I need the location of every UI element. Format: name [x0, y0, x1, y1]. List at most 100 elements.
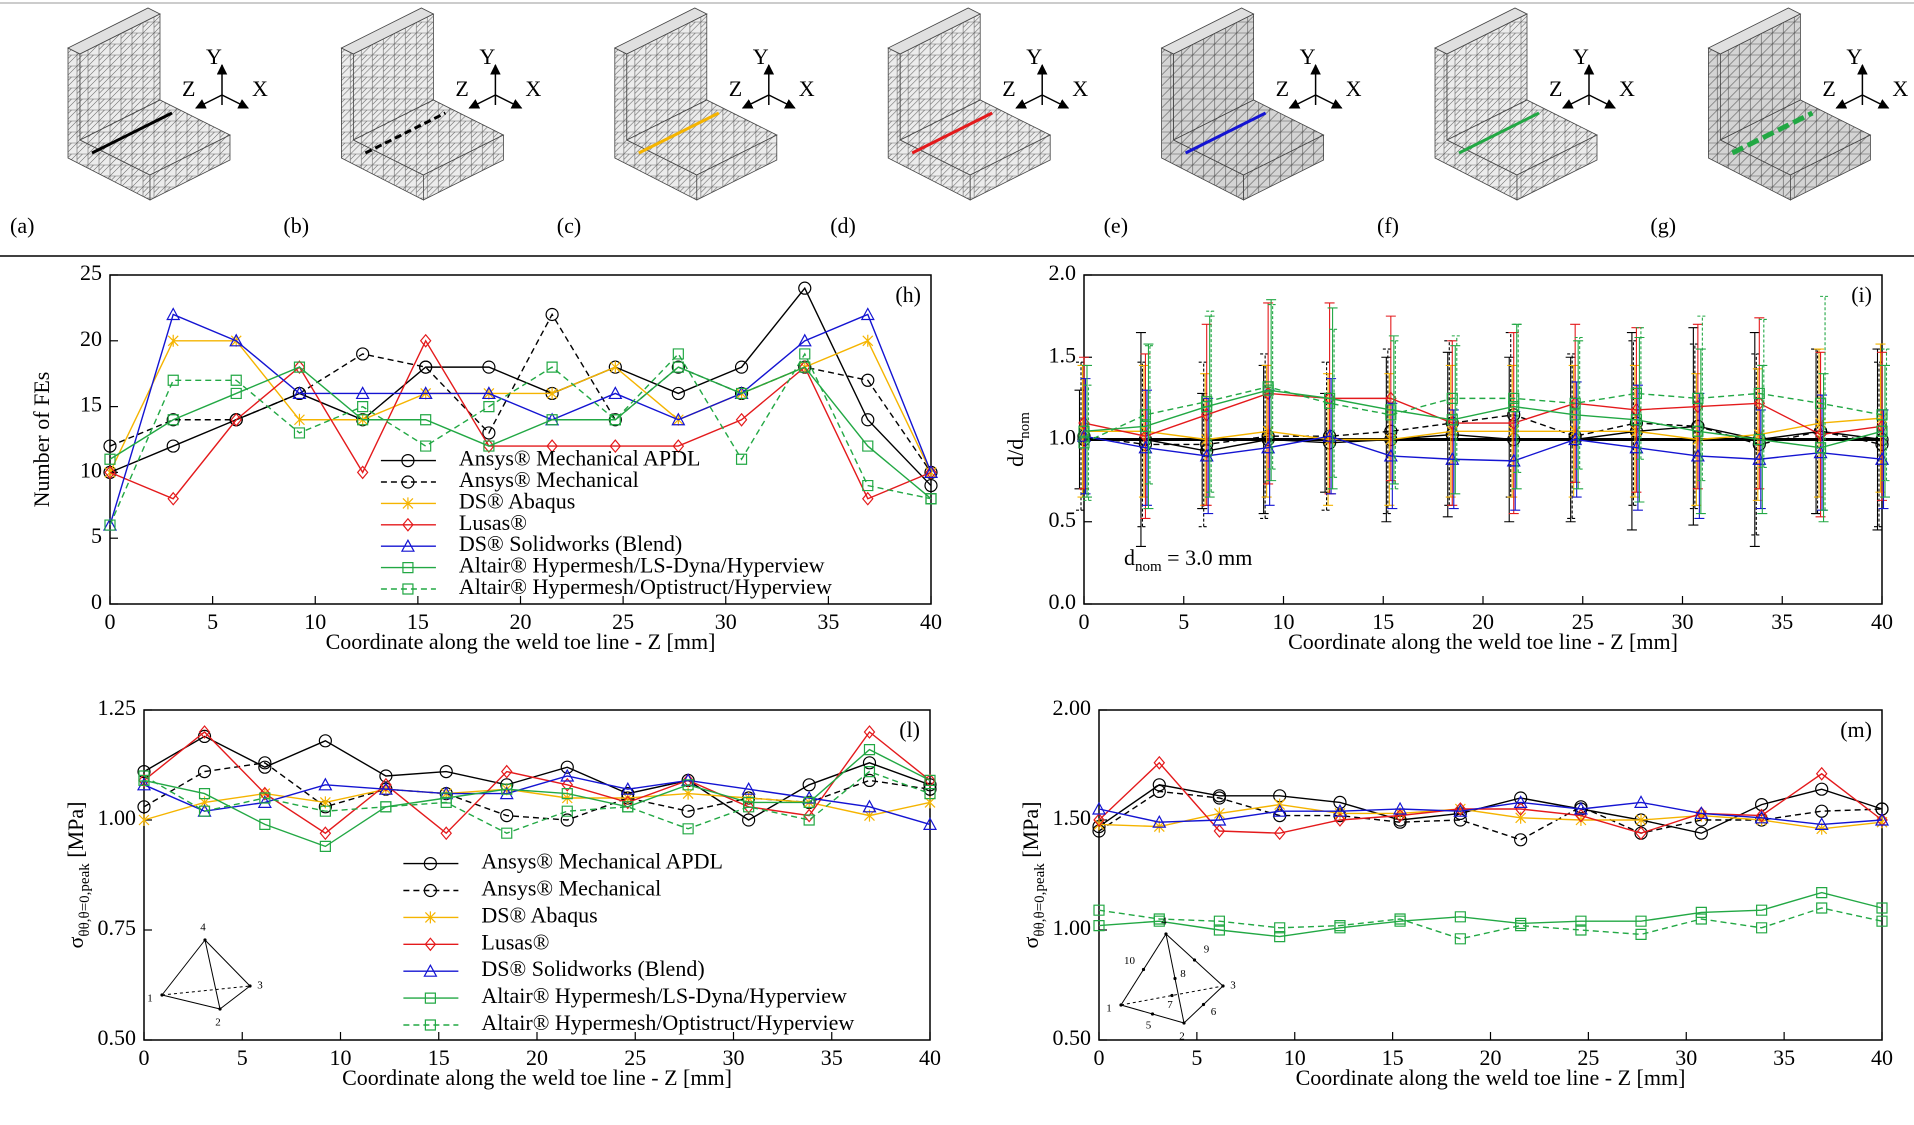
marker — [735, 387, 748, 400]
axis-arrow — [1562, 94, 1590, 109]
axis-arrow — [495, 94, 523, 109]
x-tick-label: 15 — [428, 1045, 450, 1070]
marker — [672, 361, 684, 373]
marker — [1694, 806, 1709, 820]
axis-arrow — [741, 94, 770, 109]
marker — [198, 787, 211, 800]
marker — [292, 386, 307, 400]
marker — [357, 401, 369, 413]
marker — [924, 774, 936, 787]
marker — [546, 439, 558, 454]
axis-arrow — [1862, 94, 1890, 109]
legend-label: Altair® Hypermesh/Optistruct/Hyperview — [481, 1010, 854, 1035]
marker — [420, 414, 432, 426]
inset-label: 10 — [1124, 955, 1136, 967]
marker — [1446, 392, 1458, 404]
series-line — [143, 770, 931, 834]
marker — [138, 814, 150, 826]
marker — [1453, 803, 1468, 817]
marker — [798, 281, 812, 295]
marker — [482, 360, 496, 374]
series-line — [1083, 386, 1883, 444]
marker — [923, 778, 937, 792]
marker — [1876, 425, 1888, 437]
marker — [1212, 791, 1226, 805]
marker — [862, 773, 877, 787]
inset-label: 1 — [147, 993, 153, 1005]
marker — [1507, 408, 1521, 422]
mesh-panel: (b) YZ X — [283, 7, 541, 238]
marker — [1630, 387, 1643, 400]
axis-label: Z — [1822, 76, 1835, 101]
mesh-panel: (g) YZ X — [1650, 7, 1908, 238]
error-bar — [1758, 318, 1769, 469]
legend-label: DS® Solidworks (Blend) — [459, 531, 682, 556]
marker — [1152, 814, 1167, 828]
error-bar — [1874, 361, 1884, 528]
marker — [1139, 409, 1152, 421]
x-tick-label: 25 — [1577, 1045, 1599, 1070]
marker — [1213, 824, 1226, 838]
inset-node — [1192, 958, 1197, 962]
y-tick-label: 0.75 — [98, 915, 137, 940]
legend-label: Ansys® Mechanical — [459, 467, 639, 492]
marker — [924, 478, 938, 493]
inset-node — [203, 938, 207, 942]
marker — [1453, 813, 1467, 827]
marker — [862, 479, 874, 492]
x-tick-label: 35 — [821, 1045, 843, 1070]
marker — [259, 792, 271, 804]
x-tick-label: 30 — [1675, 1045, 1697, 1070]
marker — [1814, 397, 1827, 409]
inset-edge — [161, 994, 221, 1010]
label-main: d/d — [1003, 439, 1028, 467]
error-bar — [1143, 343, 1154, 510]
inset-label: 7 — [1167, 999, 1173, 1011]
marker — [546, 414, 558, 426]
inset-edge — [161, 939, 206, 996]
y-tick-label: 0.50 — [1053, 1025, 1092, 1050]
marker — [501, 827, 513, 839]
legend-marker — [423, 857, 437, 871]
marker — [1385, 409, 1397, 421]
x-tick-label: 25 — [624, 1045, 646, 1070]
axis-arrow — [468, 94, 496, 109]
axis-label: X — [1892, 76, 1908, 101]
marker — [499, 786, 514, 800]
series-line — [1098, 891, 1883, 938]
marker — [104, 453, 116, 465]
marker — [259, 786, 271, 801]
x-tick-label: 20 — [1472, 609, 1494, 634]
marker — [1274, 922, 1286, 934]
axis-label: Z — [1549, 76, 1562, 101]
panel-label: (m) — [1840, 717, 1872, 742]
y-tick-label: 1.0 — [1049, 425, 1077, 450]
marker — [1635, 826, 1647, 841]
series-line — [109, 352, 932, 526]
error-bar — [1321, 361, 1332, 511]
weld-toe-line — [1458, 111, 1540, 155]
x-tick-label: 40 — [920, 609, 942, 634]
inset-label: 3 — [257, 980, 263, 992]
marker — [1454, 933, 1466, 945]
marker — [1093, 813, 1105, 827]
marker — [1078, 425, 1090, 437]
legend-marker — [424, 992, 436, 1004]
error-bar — [1076, 361, 1086, 511]
axis-arrow — [1015, 94, 1043, 109]
inset-label: 8 — [1180, 968, 1186, 980]
y-axis-label: σθθ,θ=0,peak [MPa] — [1018, 802, 1048, 949]
marker — [103, 439, 117, 453]
marker — [1575, 924, 1587, 936]
marker — [861, 413, 875, 427]
marker — [1874, 812, 1890, 826]
marker — [1876, 813, 1888, 827]
label-sub: nom — [1135, 559, 1162, 575]
y-tick-label: 1.25 — [98, 695, 137, 720]
marker — [861, 373, 875, 387]
marker — [672, 348, 684, 360]
x-tick-label: 20 — [1480, 1045, 1502, 1070]
base-front — [696, 134, 778, 201]
marker — [318, 777, 333, 791]
marker — [735, 412, 748, 427]
